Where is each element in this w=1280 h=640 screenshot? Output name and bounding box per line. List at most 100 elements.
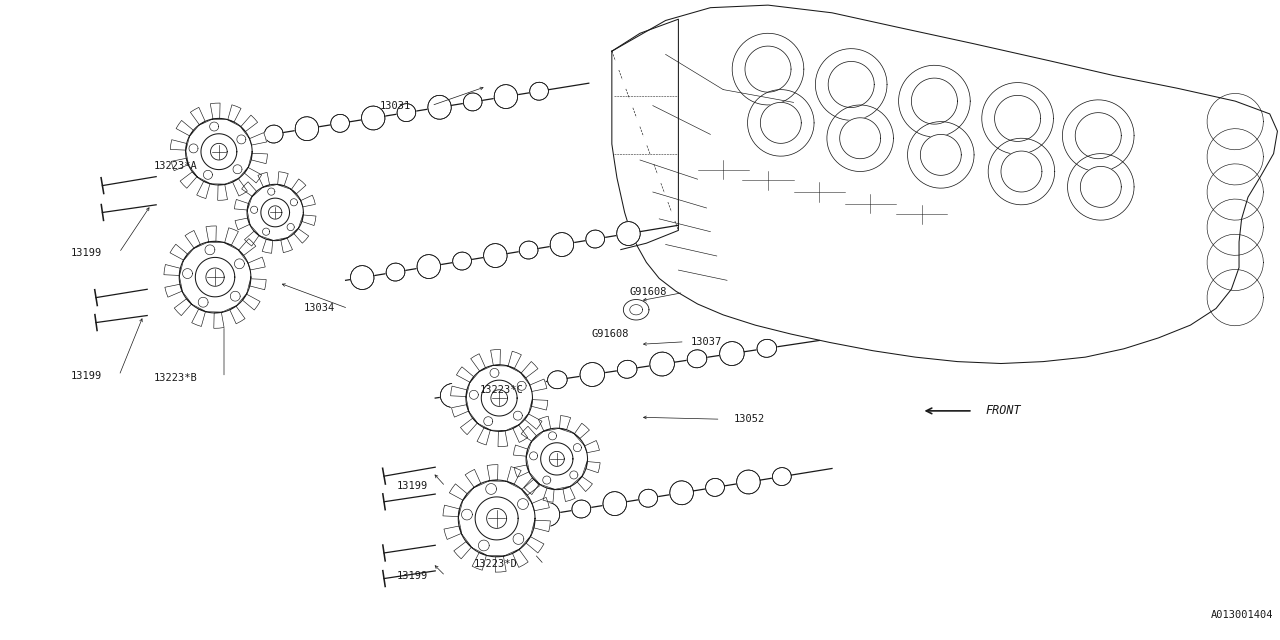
- Polygon shape: [827, 105, 893, 172]
- Polygon shape: [772, 468, 791, 486]
- Text: G91608: G91608: [591, 329, 628, 339]
- Polygon shape: [490, 369, 499, 378]
- Polygon shape: [586, 230, 604, 248]
- Polygon shape: [494, 84, 517, 109]
- Polygon shape: [760, 102, 801, 143]
- Polygon shape: [1001, 151, 1042, 192]
- Polygon shape: [513, 534, 524, 545]
- Polygon shape: [517, 381, 526, 390]
- Polygon shape: [1062, 100, 1134, 172]
- Polygon shape: [262, 228, 270, 236]
- Polygon shape: [479, 540, 489, 551]
- Polygon shape: [204, 170, 212, 179]
- Polygon shape: [484, 417, 493, 426]
- Polygon shape: [475, 497, 518, 540]
- Polygon shape: [748, 90, 814, 156]
- Polygon shape: [540, 443, 573, 475]
- Polygon shape: [477, 381, 498, 399]
- Polygon shape: [486, 508, 507, 529]
- Polygon shape: [549, 451, 564, 467]
- Polygon shape: [513, 411, 522, 420]
- Polygon shape: [1080, 166, 1121, 207]
- Polygon shape: [268, 188, 275, 195]
- Polygon shape: [687, 350, 707, 368]
- Polygon shape: [617, 221, 640, 246]
- Polygon shape: [164, 226, 266, 328]
- Polygon shape: [451, 349, 548, 447]
- Polygon shape: [908, 122, 974, 188]
- Text: 13223*A: 13223*A: [154, 161, 197, 172]
- Polygon shape: [719, 342, 744, 365]
- Polygon shape: [911, 78, 957, 124]
- Polygon shape: [815, 49, 887, 120]
- Text: 13199: 13199: [70, 248, 101, 258]
- Polygon shape: [617, 360, 637, 378]
- Polygon shape: [639, 489, 658, 507]
- Polygon shape: [417, 255, 440, 278]
- Text: G91608: G91608: [630, 287, 667, 298]
- Text: A013001404: A013001404: [1211, 609, 1274, 620]
- Polygon shape: [230, 291, 241, 301]
- Polygon shape: [330, 115, 349, 132]
- Polygon shape: [196, 257, 234, 297]
- Polygon shape: [520, 241, 538, 259]
- Polygon shape: [517, 499, 529, 509]
- Polygon shape: [470, 390, 479, 399]
- Polygon shape: [234, 259, 244, 269]
- Polygon shape: [201, 134, 237, 170]
- Polygon shape: [536, 502, 559, 526]
- Polygon shape: [484, 244, 507, 268]
- Polygon shape: [205, 245, 215, 255]
- Polygon shape: [462, 509, 472, 520]
- Polygon shape: [485, 484, 497, 494]
- Polygon shape: [265, 125, 283, 143]
- Text: FRONT: FRONT: [986, 404, 1021, 417]
- Text: 13223*C: 13223*C: [480, 385, 524, 396]
- Polygon shape: [492, 390, 508, 406]
- Polygon shape: [603, 492, 626, 516]
- Text: 13031: 13031: [380, 100, 411, 111]
- Polygon shape: [669, 481, 694, 505]
- Polygon shape: [550, 232, 573, 257]
- Polygon shape: [443, 465, 550, 572]
- Polygon shape: [988, 138, 1055, 205]
- Polygon shape: [397, 104, 416, 122]
- Polygon shape: [251, 206, 257, 213]
- Polygon shape: [234, 172, 316, 253]
- Polygon shape: [756, 339, 777, 357]
- Polygon shape: [840, 118, 881, 159]
- Polygon shape: [453, 252, 471, 270]
- Polygon shape: [572, 500, 591, 518]
- Text: 13052: 13052: [733, 414, 764, 424]
- Polygon shape: [548, 371, 567, 388]
- Polygon shape: [233, 164, 242, 173]
- Polygon shape: [530, 82, 548, 100]
- Polygon shape: [211, 143, 228, 160]
- Polygon shape: [899, 65, 970, 137]
- Text: 13223*D: 13223*D: [474, 559, 517, 570]
- Polygon shape: [351, 266, 374, 289]
- Polygon shape: [296, 116, 319, 141]
- Polygon shape: [1075, 113, 1121, 159]
- Polygon shape: [580, 362, 604, 387]
- Polygon shape: [736, 470, 760, 494]
- Text: 13223*B: 13223*B: [154, 372, 197, 383]
- Polygon shape: [732, 33, 804, 105]
- Polygon shape: [261, 198, 289, 227]
- Polygon shape: [828, 61, 874, 108]
- Polygon shape: [481, 380, 517, 416]
- Polygon shape: [612, 5, 1277, 364]
- Polygon shape: [428, 95, 452, 119]
- Polygon shape: [183, 269, 192, 278]
- Polygon shape: [1068, 154, 1134, 220]
- Polygon shape: [229, 127, 252, 151]
- Polygon shape: [511, 373, 535, 397]
- Text: 13199: 13199: [397, 571, 428, 581]
- Text: 13037: 13037: [691, 337, 722, 347]
- Polygon shape: [745, 46, 791, 92]
- Polygon shape: [387, 263, 404, 281]
- Polygon shape: [543, 476, 550, 484]
- Polygon shape: [269, 206, 282, 219]
- Polygon shape: [995, 95, 1041, 141]
- Polygon shape: [573, 444, 581, 452]
